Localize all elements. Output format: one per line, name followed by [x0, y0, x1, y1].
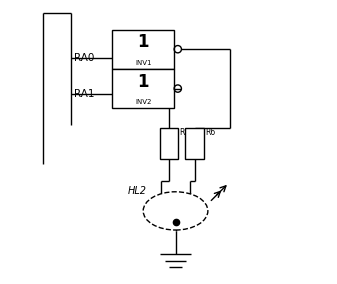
- Text: R6: R6: [205, 128, 215, 137]
- Text: RA1: RA1: [74, 89, 95, 99]
- Text: INV1: INV1: [135, 60, 151, 66]
- Text: 1: 1: [137, 33, 149, 51]
- Bar: [112, 69, 174, 108]
- Text: INV2: INV2: [135, 99, 151, 105]
- Text: RA0: RA0: [74, 53, 95, 63]
- Bar: [112, 30, 174, 69]
- Text: 1: 1: [137, 72, 149, 91]
- Text: HL2: HL2: [128, 186, 147, 196]
- Ellipse shape: [143, 192, 208, 230]
- Bar: [185, 128, 204, 159]
- Bar: [160, 128, 178, 159]
- Text: R5: R5: [180, 128, 190, 137]
